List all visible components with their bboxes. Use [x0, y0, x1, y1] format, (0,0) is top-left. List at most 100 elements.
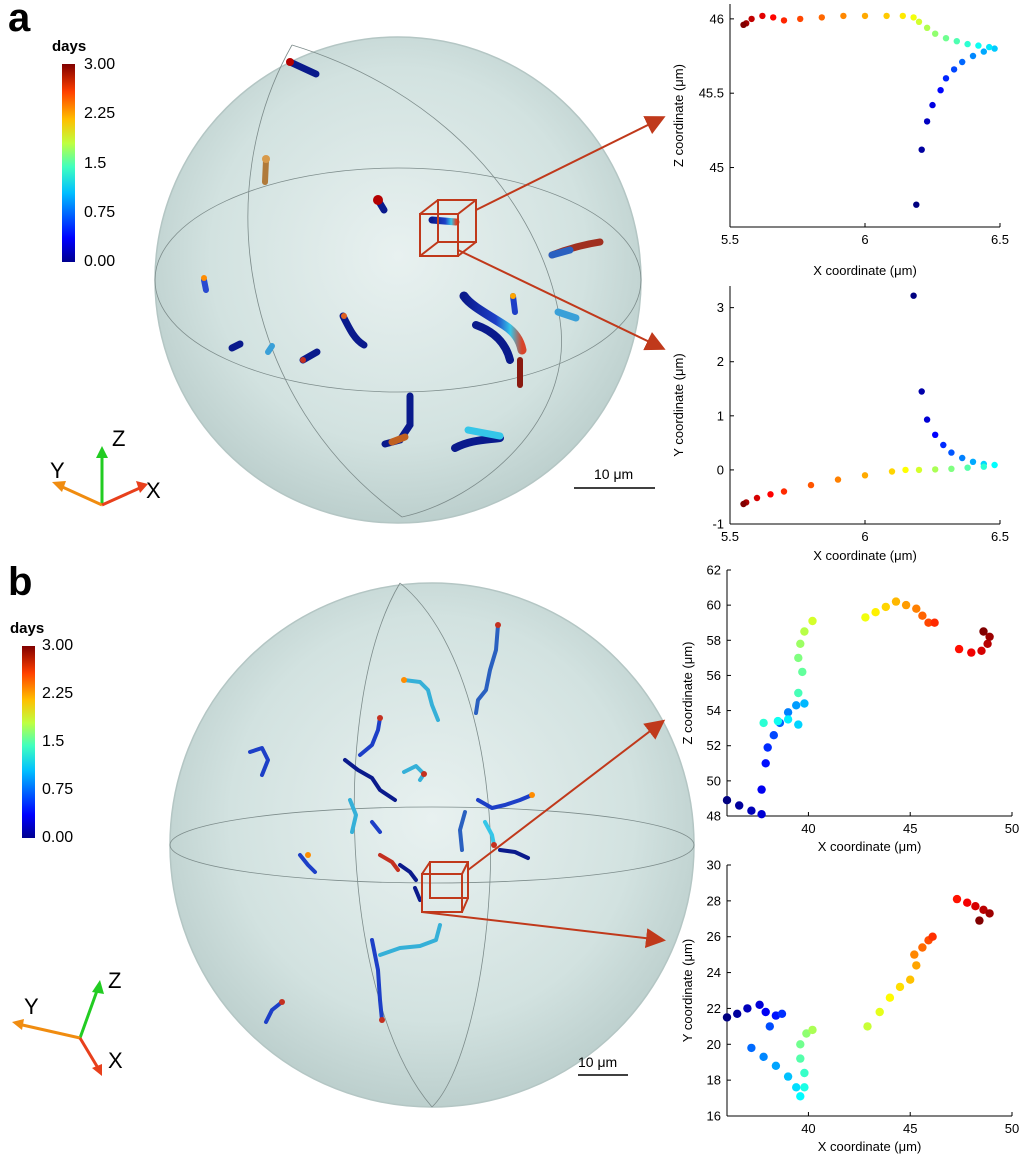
data-point [940, 441, 947, 449]
panel-a-arrow-upper [475, 116, 666, 211]
y-tick-label: 22 [707, 1001, 721, 1016]
data-point [883, 12, 890, 20]
data-point [743, 1004, 752, 1013]
data-point [948, 449, 955, 456]
data-point [953, 38, 960, 45]
data-point [796, 1040, 805, 1049]
data-point [928, 932, 937, 941]
data-point [980, 48, 987, 55]
panel-b-colorbar-tick: 2.25 [42, 685, 74, 702]
y-tick-label: 26 [707, 929, 721, 944]
x-tick-label: 40 [801, 1121, 815, 1136]
data-point [923, 416, 931, 423]
data-point [722, 796, 732, 805]
x-axis-label: X coordinate (μm) [818, 839, 922, 854]
data-point [979, 905, 988, 914]
panel-a-letter: a [8, 0, 31, 40]
data-point [912, 961, 921, 970]
data-point [942, 75, 950, 82]
data-point [800, 1068, 809, 1078]
data-point [975, 916, 984, 925]
x-tick-label: 40 [801, 821, 815, 836]
data-point [986, 43, 993, 51]
data-point [980, 463, 987, 470]
panel-b-scale-bar-label: 10 μm [578, 1054, 618, 1070]
data-point [967, 648, 976, 657]
data-point [796, 1054, 805, 1063]
x-tick-label: 6.5 [991, 529, 1009, 544]
x-tick-label: 6 [861, 529, 868, 544]
data-point [959, 454, 966, 462]
data-point [794, 720, 803, 729]
data-point [885, 993, 895, 1002]
y-tick-label: 52 [707, 738, 721, 753]
panel-b-colorbar-tick: 1.5 [42, 733, 65, 750]
data-point [875, 1007, 884, 1017]
data-point [971, 902, 980, 911]
data-point [950, 66, 958, 73]
data-point [763, 743, 772, 752]
data-point [918, 146, 925, 153]
plot-a-xz: 5.5 6 6.5 45 45.5 46 X coordinate (μm) Z coordi… [671, 4, 1009, 278]
data-point [765, 1022, 774, 1031]
data-point [913, 201, 920, 208]
data-point [910, 950, 919, 959]
data-point [901, 600, 911, 610]
data-point [881, 602, 890, 612]
y-axis-label: Y coordinate (μm) [680, 939, 695, 1042]
data-point [747, 1043, 756, 1053]
data-point [757, 785, 766, 794]
panel-a-sphere [154, 36, 642, 524]
x-axis-label: X coordinate (μm) [813, 548, 917, 563]
plot-b-xz: 40 45 50 48 50 52 54 56 58 60 62 X coordinate (μm) Z… [680, 563, 1019, 855]
y-tick-label: 2 [717, 354, 724, 369]
data-point [932, 431, 939, 438]
data-point [918, 388, 925, 395]
data-point [740, 21, 747, 28]
data-point [983, 639, 992, 648]
panel-a-axes-glyph [52, 446, 148, 507]
y-tick-label: 3 [717, 300, 724, 315]
data-point [798, 667, 807, 677]
data-point [895, 982, 905, 992]
data-point [735, 801, 744, 810]
data-point [979, 627, 988, 636]
data-point [991, 45, 998, 52]
y-tick-label: 24 [707, 965, 721, 980]
data-point [759, 1052, 768, 1062]
data-point [800, 699, 809, 708]
data-point [780, 17, 788, 24]
data-point [783, 708, 793, 717]
data-point [861, 12, 869, 20]
data-point [800, 627, 809, 636]
data-point [733, 1009, 742, 1018]
panel-b-sphere [169, 582, 695, 1108]
data-point [755, 1000, 764, 1009]
x-tick-label: 50 [1005, 1121, 1019, 1136]
panel-a-colorbar-tick: 0.00 [84, 253, 116, 270]
panel-b-colorbar-tick: 3.00 [42, 637, 74, 654]
y-tick-label: 30 [707, 858, 721, 873]
data-point [794, 688, 803, 698]
panel-a-colorbar-title: days [52, 38, 87, 55]
data-point [796, 639, 805, 648]
panel-a-axis-y-label: Y [50, 458, 65, 483]
data-point [807, 481, 815, 489]
data-point [959, 58, 966, 66]
y-tick-label: 58 [707, 633, 721, 648]
data-point [948, 465, 955, 472]
data-point [902, 466, 909, 474]
data-point [942, 35, 950, 42]
data-point [770, 14, 777, 21]
data-point [888, 468, 896, 475]
data-point [963, 898, 972, 907]
y-tick-label: -1 [712, 517, 724, 532]
x-axis-label: X coordinate (μm) [818, 1139, 922, 1154]
data-point [753, 494, 761, 502]
panel-a-tracks [201, 58, 604, 452]
panel-b-colorbar-tick: 0.00 [42, 829, 74, 846]
data-point [964, 40, 971, 48]
data-point [918, 611, 927, 620]
panel-a-colorbar [62, 64, 75, 262]
